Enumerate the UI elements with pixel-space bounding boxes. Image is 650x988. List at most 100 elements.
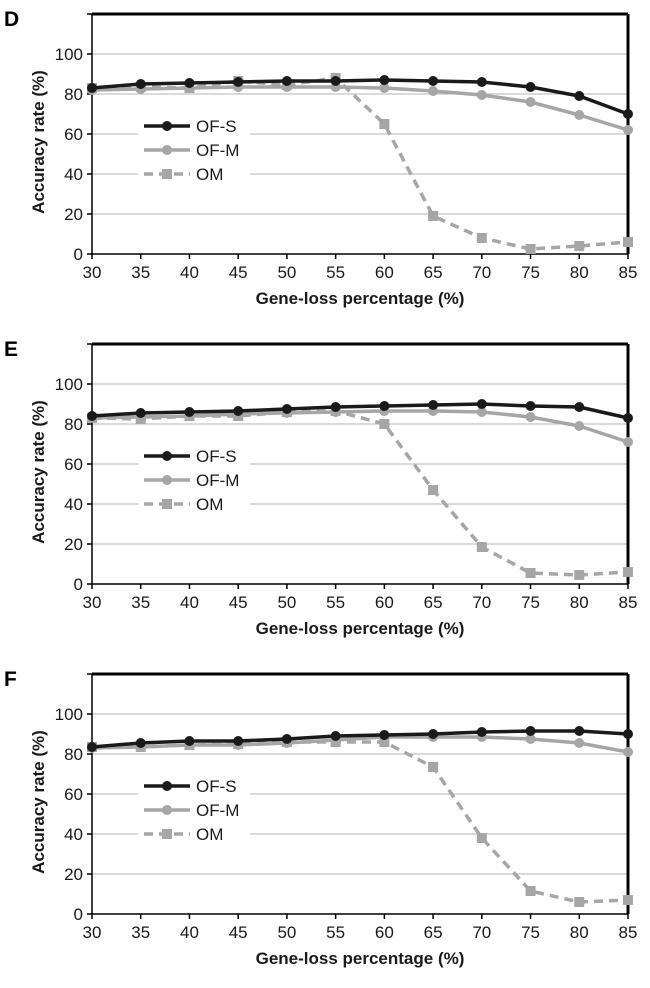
legend-label-of-s: OF-S [196, 777, 237, 796]
y-axis-title: Accuracy rate (%) [29, 730, 48, 874]
data-point-of-m [623, 437, 633, 447]
y-tick-label: 80 [64, 415, 83, 434]
series-line-of-m [91, 735, 629, 754]
data-point-of-s [476, 77, 487, 87]
x-tick-label: 60 [375, 923, 394, 942]
series-line-of-s [91, 402, 629, 420]
data-point-om [428, 762, 439, 772]
x-tick-label: 45 [229, 593, 248, 612]
data-point-of-m [574, 421, 585, 431]
x-tick-label: 75 [521, 263, 540, 282]
x-tick-label: 35 [131, 263, 150, 282]
data-point-om [623, 567, 633, 577]
y-axis-title: Accuracy rate (%) [29, 70, 48, 214]
y-axis-title: Accuracy rate (%) [29, 400, 48, 544]
data-point-of-s [87, 742, 97, 752]
x-tick-label: 45 [229, 263, 248, 282]
data-point-of-s [330, 731, 341, 741]
data-point-of-s [135, 408, 146, 418]
x-tick-label: 80 [570, 263, 589, 282]
data-point-om [379, 419, 390, 429]
data-point-of-s [87, 83, 97, 93]
series-line-om [91, 409, 629, 577]
legend-label-of-m: OF-M [196, 471, 239, 490]
legend-marker [162, 451, 172, 461]
x-tick-label: 70 [472, 263, 491, 282]
y-tick-label: 20 [64, 865, 83, 884]
x-tick-label: 65 [424, 923, 443, 942]
data-point-om [476, 542, 487, 552]
data-point-om [525, 568, 536, 578]
y-tick-label: 40 [64, 495, 83, 514]
data-point-of-s [428, 76, 439, 86]
panel-letter-e: E [4, 338, 18, 361]
x-tick-label: 40 [180, 263, 199, 282]
x-tick-label: 70 [472, 923, 491, 942]
data-point-of-s [476, 399, 487, 409]
x-tick-label: 35 [131, 593, 150, 612]
legend-marker [162, 169, 172, 179]
y-tick-label: 40 [64, 825, 83, 844]
data-point-om [476, 233, 487, 243]
y-tick-label: 60 [64, 125, 83, 144]
data-point-of-s [184, 78, 195, 88]
data-point-of-s [330, 402, 341, 412]
data-point-of-s [281, 404, 292, 414]
data-point-of-s [87, 411, 97, 421]
x-tick-label: 30 [83, 923, 102, 942]
y-tick-label: 60 [64, 455, 83, 474]
legend-marker [162, 781, 172, 791]
legend-label-of-s: OF-S [196, 447, 237, 466]
legend-label-of-m: OF-M [196, 141, 239, 160]
legend-marker [162, 829, 172, 839]
series-line-of-s [91, 729, 629, 749]
x-tick-label: 85 [619, 263, 638, 282]
series-line-om [91, 76, 629, 251]
data-point-om [476, 833, 487, 843]
y-tick-label: 80 [64, 85, 83, 104]
x-tick-label: 80 [570, 593, 589, 612]
x-tick-label: 50 [277, 593, 296, 612]
x-tick-label: 65 [424, 263, 443, 282]
series-line-om [92, 740, 629, 904]
x-tick-label: 55 [326, 923, 345, 942]
x-tick-label: 40 [180, 923, 199, 942]
data-point-of-m [525, 97, 536, 107]
x-tick-label: 50 [277, 923, 296, 942]
data-point-of-m [379, 83, 390, 93]
series-line-of-s [91, 78, 629, 116]
data-point-of-s [233, 406, 244, 416]
x-tick-label: 60 [375, 263, 394, 282]
x-axis-title: Gene-loss percentage (%) [256, 619, 465, 638]
y-tick-label: 0 [74, 905, 83, 924]
legend-label-om: OM [196, 825, 223, 844]
data-point-of-s [184, 407, 195, 417]
data-point-of-s [574, 726, 585, 736]
x-tick-label: 55 [326, 263, 345, 282]
x-tick-label: 80 [570, 923, 589, 942]
data-point-om [574, 241, 585, 251]
data-point-of-s [574, 402, 585, 412]
data-point-of-s [330, 76, 341, 86]
data-point-of-s [233, 736, 244, 746]
y-tick-label: 20 [64, 535, 83, 554]
x-tick-label: 75 [521, 923, 540, 942]
data-point-of-m [476, 407, 487, 417]
legend-label-of-m: OF-M [196, 801, 239, 820]
data-point-of-m [525, 412, 536, 422]
data-point-om [428, 211, 439, 221]
data-point-of-s [428, 729, 439, 739]
data-point-of-s [281, 76, 292, 86]
y-tick-label: 20 [64, 205, 83, 224]
data-point-of-s [379, 75, 390, 85]
data-point-of-s [281, 734, 292, 744]
data-point-om [574, 570, 585, 580]
data-point-of-s [574, 91, 585, 101]
y-tick-label: 40 [64, 165, 83, 184]
data-point-of-s [135, 738, 146, 748]
data-point-om [623, 237, 633, 247]
data-point-of-m [623, 125, 633, 135]
data-point-om [574, 897, 585, 907]
data-point-of-s [476, 727, 487, 737]
